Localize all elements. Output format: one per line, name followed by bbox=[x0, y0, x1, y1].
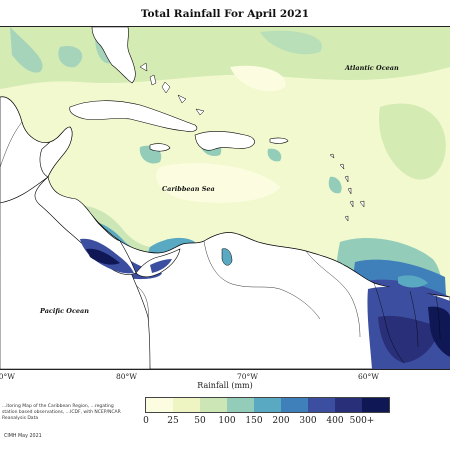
country-border bbox=[305, 250, 361, 338]
map-description-note: ...itoring Map of the Caribbean Region, … bbox=[2, 404, 121, 421]
colorbar-tick-label: 400 bbox=[326, 416, 344, 426]
rainfall-patch bbox=[230, 65, 286, 92]
land-florida bbox=[91, 27, 136, 84]
land-jamaica bbox=[149, 143, 171, 152]
colorbar-tick-label: 500+ bbox=[349, 416, 375, 426]
country-border bbox=[435, 294, 441, 340]
colorbar-swatch bbox=[173, 398, 200, 412]
land-bahamas bbox=[161, 81, 171, 94]
rainfall-patch bbox=[267, 148, 282, 162]
land-lesser-antilles bbox=[359, 200, 365, 208]
colorbar-swatch bbox=[200, 398, 227, 412]
map-frame bbox=[0, 26, 450, 370]
land-cuba bbox=[69, 100, 198, 132]
rainfall-patch bbox=[156, 163, 280, 203]
colorbar-tick-label: 150 bbox=[245, 416, 263, 426]
rainfall-land-guianas bbox=[378, 315, 440, 363]
country-border bbox=[0, 121, 23, 168]
country-border bbox=[409, 290, 419, 348]
colorbar-swatch bbox=[227, 398, 254, 412]
land-lesser-antilles bbox=[349, 200, 354, 208]
lake-maracaibo bbox=[221, 248, 233, 266]
pacific-ocean-label: Pacific Ocean bbox=[40, 307, 89, 315]
colorbar-swatch bbox=[308, 398, 335, 412]
rainfall-map bbox=[0, 27, 450, 369]
colorbar-tick-label: 50 bbox=[194, 416, 206, 426]
colorbar-tick-label: 300 bbox=[299, 416, 317, 426]
country-border bbox=[373, 282, 405, 364]
rainfall-land-guianas bbox=[398, 275, 428, 288]
colorbar-tick-label: 200 bbox=[272, 416, 290, 426]
rainfall-patch bbox=[58, 46, 83, 68]
colorbar-swatch bbox=[335, 398, 362, 412]
rainfall-patch bbox=[328, 176, 342, 194]
colorbar-swatch bbox=[281, 398, 308, 412]
longitude-label: 80°W bbox=[116, 372, 138, 381]
land-puerto-rico bbox=[269, 137, 289, 144]
land-lesser-antilles bbox=[344, 175, 349, 183]
caribbean-sea-label: Caribbean Sea bbox=[162, 185, 215, 193]
country-border bbox=[203, 240, 321, 320]
legend-title: Rainfall (mm) bbox=[197, 381, 253, 390]
rainfall-patch bbox=[260, 30, 322, 55]
rainfall-land-panama bbox=[150, 259, 172, 273]
land-bahamas bbox=[139, 62, 148, 72]
colorbar-tick-label: 0 bbox=[143, 416, 149, 426]
colorbar-swatch bbox=[362, 398, 389, 412]
atlantic-ocean-label: Atlantic Ocean bbox=[345, 64, 399, 72]
land-lesser-antilles bbox=[339, 163, 345, 170]
rainfall-land-central-america bbox=[86, 248, 120, 265]
colorbar-swatch bbox=[146, 398, 173, 412]
land-lesser-antilles bbox=[344, 215, 349, 222]
land-bahamas bbox=[177, 94, 187, 104]
land-hispaniola bbox=[194, 130, 255, 151]
longitude-label: 90°W bbox=[0, 372, 16, 381]
land-lesser-antilles bbox=[347, 187, 352, 195]
land-lesser-antilles bbox=[329, 153, 335, 159]
map-credit: CIMH May 2021 bbox=[4, 434, 42, 439]
rainfall-colorbar bbox=[145, 397, 390, 413]
land-bahamas bbox=[195, 108, 205, 116]
rainfall-patch bbox=[10, 27, 43, 73]
rainfall-land-guianas bbox=[428, 306, 450, 357]
colorbar-tick-label: 100 bbox=[218, 416, 236, 426]
longitude-label: 70°W bbox=[237, 372, 259, 381]
land-yucatan bbox=[39, 126, 73, 178]
longitude-label: 60°W bbox=[358, 372, 380, 381]
rainfall-patch bbox=[379, 103, 446, 180]
colorbar-swatch bbox=[254, 398, 281, 412]
land-bahamas bbox=[149, 74, 157, 86]
colorbar-tick-label: 25 bbox=[167, 416, 179, 426]
map-title: Total Rainfall For April 2021 bbox=[140, 8, 310, 20]
